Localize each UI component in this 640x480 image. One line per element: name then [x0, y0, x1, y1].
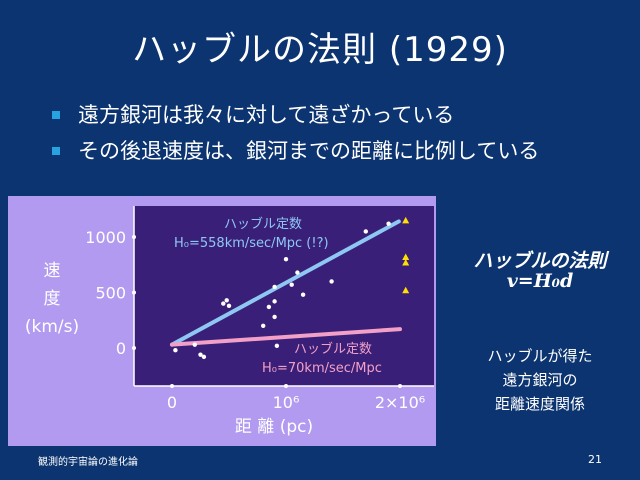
- dot-point-12: [272, 284, 277, 290]
- bullet-text-1: 遠方銀河は我々に対して遠ざかっている: [78, 103, 455, 127]
- bullet-text-2: その後退速度は、銀河までの距離に比例している: [78, 139, 540, 163]
- caption-line-2: 遠方銀河の: [502, 371, 578, 389]
- y-axis-label-line2: 度: [44, 289, 61, 309]
- plot-area: [134, 206, 434, 386]
- dot-point-9: [266, 304, 272, 310]
- figure-caption: ハッブルが得た 遠方銀河の 距離速度関係: [442, 344, 638, 416]
- y-tick-mark-2: [132, 290, 136, 295]
- dot-point-14: [283, 257, 289, 262]
- caption-line-3: 距離速度関係: [494, 395, 585, 413]
- data-points: [173, 216, 410, 360]
- y-axis-label-line3: (km/s): [25, 317, 79, 337]
- bullet-list: 遠方銀河は我々に対して遠ざかっている その後退速度は、銀河までの距離に比例してい…: [44, 100, 624, 172]
- x-axis-label: 距 離 (pc): [235, 417, 313, 437]
- fit-label-2-line1: ハッブル定数: [294, 341, 372, 357]
- x-tick-mark-2: [284, 384, 288, 388]
- dot-point-3: [198, 352, 203, 357]
- dot-point-16: [295, 270, 300, 275]
- bullet-square-icon: [52, 111, 60, 119]
- x-tick-mark-1: [170, 384, 174, 388]
- fit-label-2-line2: H₀=70km/sec/Mpc: [262, 361, 382, 376]
- dot-point-5: [221, 301, 226, 306]
- triangle-point-3: [402, 259, 410, 266]
- dot-point-4: [201, 354, 207, 360]
- fit-lines: [170, 219, 402, 347]
- dot-point-2: [192, 342, 197, 347]
- y-axis-label-line1: 速: [44, 261, 61, 281]
- dot-point-19: [363, 229, 368, 234]
- caption-line-1: ハッブルが得た: [487, 347, 593, 365]
- dot-point-20: [386, 221, 391, 226]
- dot-point-1: [173, 348, 178, 353]
- dot-point-10: [272, 314, 277, 320]
- y-tick-mark-3: [132, 346, 136, 350]
- footer-course-title: 観測的宇宙論の進化論: [38, 457, 138, 468]
- hubble-diagram-panel: 1000 500 0 0 10⁶ 2×10⁶ ハッブル定数 H₀=558km/sec/Mp…: [8, 196, 436, 446]
- dot-point-7: [226, 303, 232, 309]
- x-tick-label-2: 10⁶: [273, 393, 300, 412]
- fit-line-1: [170, 219, 401, 347]
- x-tick-label-3: 2×10⁶: [375, 393, 425, 412]
- dot-point-13: [274, 343, 280, 348]
- fit-label-1-line2: H₀=558km/sec/Mpc (!?): [174, 236, 329, 251]
- dot-point-8: [261, 323, 266, 328]
- bullet-square-icon: [52, 147, 60, 155]
- y-tick-mark-1: [132, 235, 136, 239]
- x-tick-mark-3: [398, 384, 402, 388]
- triangle-point-4: [402, 286, 410, 294]
- dot-point-17: [300, 292, 306, 297]
- dot-point-15: [289, 282, 294, 287]
- slide-title: ハッブルの法則 (1929): [132, 30, 508, 70]
- hubble-law-title: ハッブルの法則: [473, 250, 607, 272]
- hubble-diagram-chart: 1000 500 0 0 10⁶ 2×10⁶ ハッブル定数 H₀=558km/sec/Mp…: [25, 206, 434, 437]
- axis-ticks: 1000 500 0 0 10⁶ 2×10⁶: [85, 228, 425, 412]
- bullet-item-1: 遠方銀河は我々に対して遠ざかっている: [44, 100, 624, 136]
- fit-line-2: [170, 327, 402, 347]
- y-tick-label-2: 500: [95, 284, 126, 303]
- page-number: 21: [588, 453, 602, 466]
- hubble-law-formula: v=H₀d: [506, 270, 574, 292]
- triangle-point-2: [402, 253, 410, 260]
- bullet-item-2: その後退速度は、銀河までの距離に比例している: [44, 136, 624, 172]
- y-tick-label-1: 1000: [85, 228, 126, 247]
- fit-label-1-line1: ハッブル定数: [224, 216, 302, 232]
- x-tick-label-1: 0: [167, 393, 177, 412]
- dot-point-11: [272, 299, 277, 304]
- dot-point-18: [329, 279, 334, 284]
- y-tick-label-3: 0: [116, 339, 126, 358]
- triangle-point-1: [402, 216, 410, 224]
- dot-point-6: [224, 298, 229, 303]
